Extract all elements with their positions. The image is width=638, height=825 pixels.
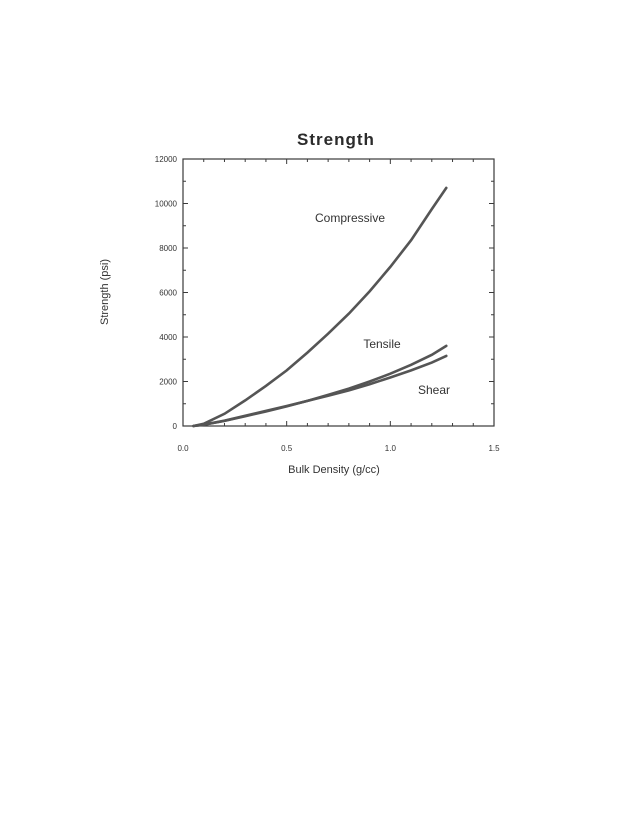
series-line-tensile (192, 344, 448, 428)
series-label-shear: Shear (418, 383, 450, 397)
y-tick-label: 10000 (155, 200, 178, 209)
y-tick-label: 6000 (159, 289, 177, 298)
series-label-tensile: Tensile (363, 337, 401, 351)
y-tick-label: 2000 (159, 378, 177, 387)
x-axis-label: Bulk Density (g/cc) (288, 464, 380, 476)
series-line-compressive (192, 186, 448, 428)
x-tick-label: 1.0 (385, 444, 397, 453)
x-tick-label: 1.5 (488, 444, 500, 453)
axis-ticks: 0 2000 4000 6000 8000 10000 12000 0.0 0.5 1.0 1.5 (155, 155, 500, 453)
series-line-shear (192, 354, 448, 428)
chart-title: Strength (297, 130, 375, 149)
series-label-compressive: Compressive (315, 211, 385, 225)
y-tick-label: 4000 (159, 333, 177, 342)
series-labels: Compressive Tensile Shear (315, 211, 450, 397)
y-tick-label: 8000 (159, 244, 177, 253)
y-tick-label: 0 (173, 422, 178, 431)
y-tick-label: 12000 (155, 155, 178, 164)
y-axis-label: Strength (psi) (99, 259, 111, 325)
x-tick-label: 0.0 (177, 444, 189, 453)
series-lines (192, 186, 448, 428)
x-tick-label: 0.5 (281, 444, 293, 453)
